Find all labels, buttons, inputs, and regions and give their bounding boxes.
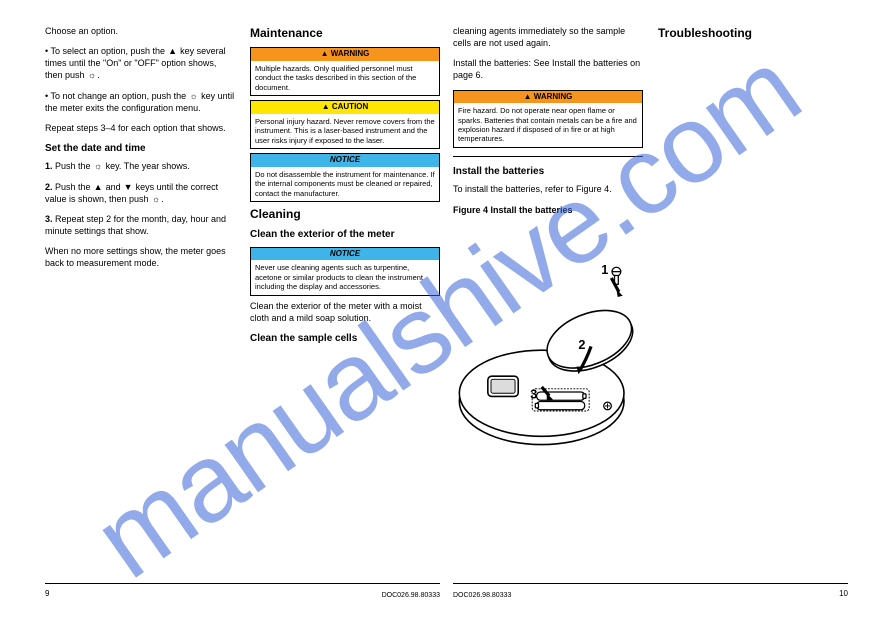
warning-body: Fire hazard. Do not operate near open fl… — [454, 103, 642, 147]
clean-body: Clean the exterior of the meter with a m… — [250, 300, 440, 324]
notice-banner-1: NOTICE Do not disassemble the instrument… — [250, 153, 440, 202]
section-divider — [453, 156, 643, 157]
sun-icon: ☼ — [87, 69, 97, 81]
page-right: 10 DOC026.98.80333 cleaning agents immed… — [453, 25, 848, 604]
warning-banner: ▲ WARNING Multiple hazards. Only qualifi… — [250, 47, 440, 96]
footer-rule — [45, 583, 440, 584]
right-col-b: Troubleshooting — [658, 25, 848, 574]
sun-icon: ☼ — [151, 193, 161, 205]
warning-triangle-icon: ▲ — [321, 49, 329, 58]
page-number: 9 — [45, 589, 49, 600]
left-col-a: Choose an option. • To select an option,… — [45, 25, 235, 574]
caution-triangle-icon: ▲ — [322, 102, 330, 111]
warning-head: ▲ WARNING — [454, 91, 642, 104]
setdate-step3: 3. Repeat step 2 for the month, day, hou… — [45, 213, 235, 237]
option-2: • To not change an option, push the ☼ ke… — [45, 90, 235, 114]
setdate-step2: 2. Push the ▲ and ▼ keys until the corre… — [45, 181, 235, 205]
svg-text:2: 2 — [578, 338, 585, 352]
clean-exterior-heading: Clean the exterior of the meter — [250, 228, 440, 242]
caution-body: Personal injury hazard. Never remove cov… — [251, 114, 439, 148]
clean-sample-heading: Clean the sample cells — [250, 332, 440, 346]
set-date-heading: Set the date and time — [45, 142, 235, 156]
caution-head: ▲ CAUTION — [251, 101, 439, 114]
right-col-a: cleaning agents immediately so the sampl… — [453, 25, 643, 574]
repeat-note: Repeat steps 3–4 for each option that sh… — [45, 122, 235, 134]
warning-body: Multiple hazards. Only qualified personn… — [251, 61, 439, 95]
install-batteries-heading: Install the batteries — [453, 165, 643, 179]
figure-caption: Figure 4 Install the batteries — [453, 204, 643, 216]
battery-diagram: 1 2 3 — [453, 224, 643, 484]
setdate-step1: 1. Push the ☼ key. The year shows. — [45, 160, 235, 172]
warning-banner-right: ▲ WARNING Fire hazard. Do not operate ne… — [453, 90, 643, 148]
left-col-b: Maintenance ▲ WARNING Multiple hazards. … — [250, 25, 440, 574]
notice-body: Do not disassemble the instrument for ma… — [251, 167, 439, 201]
install-batteries-intro: To install the batteries, refer to Figur… — [453, 183, 643, 195]
troubleshooting-heading: Troubleshooting — [658, 25, 848, 41]
caution-banner: ▲ CAUTION Personal injury hazard. Never … — [250, 100, 440, 149]
svg-text:1: 1 — [601, 263, 608, 277]
notice-head: NOTICE — [251, 154, 439, 167]
footer-text: DOC026.98.80333 — [453, 591, 511, 600]
footer-rule — [453, 583, 848, 584]
warning-triangle-icon: ▲ — [524, 92, 532, 101]
up-arrow-icon: ▲ — [93, 181, 103, 193]
warning-head: ▲ WARNING — [251, 48, 439, 61]
setdate-end: When no more settings show, the meter go… — [45, 245, 235, 269]
option-1: • To select an option, push the ▲ key se… — [45, 45, 235, 81]
carryover-1: cleaning agents immediately so the sampl… — [453, 25, 643, 49]
down-arrow-icon: ▼ — [123, 181, 133, 193]
notice-banner-2: NOTICE Never use cleaning agents such as… — [250, 247, 440, 296]
notice-body: Never use cleaning agents such as turpen… — [251, 260, 439, 294]
notice-head: NOTICE — [251, 248, 439, 261]
intro-line: Choose an option. — [45, 25, 235, 37]
battery-svg: 1 2 3 — [453, 224, 643, 484]
footer-text: DOC026.98.80333 — [382, 591, 440, 600]
svg-text:3: 3 — [530, 387, 537, 401]
up-arrow-icon: ▲ — [168, 45, 178, 57]
page-number: 10 — [839, 589, 848, 600]
maintenance-heading: Maintenance — [250, 25, 440, 41]
sun-icon: ☼ — [93, 160, 103, 172]
page-left: 9 DOC026.98.80333 Choose an option. • To… — [45, 25, 440, 604]
cleaning-heading: Cleaning — [250, 206, 440, 222]
carryover-2: Install the batteries: See Install the b… — [453, 57, 643, 81]
sun-icon: ☼ — [189, 90, 199, 102]
